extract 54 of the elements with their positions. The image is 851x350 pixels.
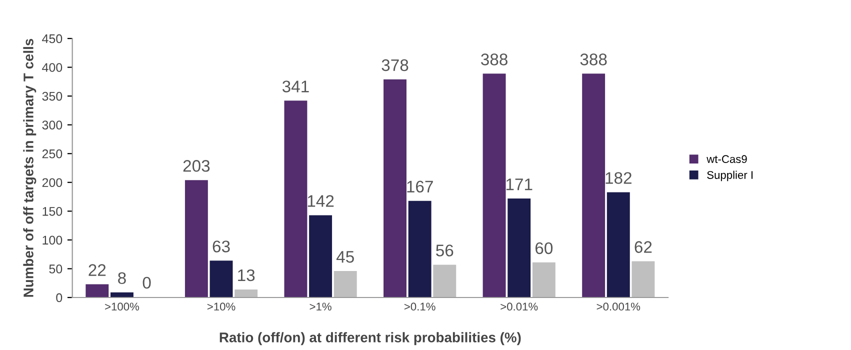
data-label: 203 xyxy=(183,160,210,172)
y-tick-label: 150 xyxy=(42,206,62,216)
y-tick-label: 200 xyxy=(42,178,62,188)
data-label: 63 xyxy=(212,240,230,252)
data-label: 388 xyxy=(580,54,607,66)
bar xyxy=(86,284,109,298)
x-tick-label: >0.001% xyxy=(596,302,640,311)
bar xyxy=(408,200,432,298)
bar xyxy=(482,74,506,298)
y-tick-label: 250 xyxy=(42,149,62,158)
data-label: 45 xyxy=(336,251,354,263)
x-tick-label: >10% xyxy=(207,302,236,311)
bar xyxy=(334,271,357,298)
bar xyxy=(184,180,208,298)
x-tick-label: >0.01% xyxy=(500,302,538,311)
data-label: 388 xyxy=(481,54,508,66)
bar xyxy=(606,192,630,298)
data-label: 167 xyxy=(407,180,433,193)
y-tick-label: 0 xyxy=(56,293,62,302)
data-label: 62 xyxy=(634,241,652,253)
x-tick-label: >1% xyxy=(310,302,332,310)
bar xyxy=(433,264,456,298)
x-axis-title: Ratio (off/on) at different risk probabilities (%) xyxy=(220,332,521,346)
bar xyxy=(508,198,531,298)
y-tick-label: 300 xyxy=(42,120,62,130)
data-label: 378 xyxy=(382,59,408,72)
data-label: 0 xyxy=(142,276,151,289)
data-label: 60 xyxy=(536,242,553,254)
bar xyxy=(210,260,233,298)
bar xyxy=(309,215,332,298)
data-label: 13 xyxy=(238,269,255,282)
data-label: 22 xyxy=(88,264,106,276)
x-tick-label: >0.1% xyxy=(404,302,436,311)
bar xyxy=(582,74,606,298)
data-label: 142 xyxy=(308,195,334,207)
x-tick-label: >100% xyxy=(105,302,140,311)
data-label: 8 xyxy=(118,272,126,284)
data-label: 182 xyxy=(606,172,632,184)
y-tick-label: 450 xyxy=(42,34,62,44)
y-tick-label: 100 xyxy=(42,236,62,245)
y-tick-label: 50 xyxy=(49,264,62,274)
bar xyxy=(234,289,258,298)
data-label: 341 xyxy=(282,80,309,92)
y-tick-label: 400 xyxy=(42,63,62,72)
y-axis-title: Number of off targets in primary T cells xyxy=(23,38,36,297)
data-label: 56 xyxy=(436,244,454,256)
bar xyxy=(384,79,406,298)
bar xyxy=(532,262,556,298)
y-tick-label: 350 xyxy=(42,92,62,101)
bar xyxy=(632,261,655,298)
legend-label: wt-Cas9 xyxy=(706,155,747,164)
bar xyxy=(284,100,308,298)
legend-label: Supplier I xyxy=(707,170,753,182)
data-label: 171 xyxy=(506,178,532,190)
